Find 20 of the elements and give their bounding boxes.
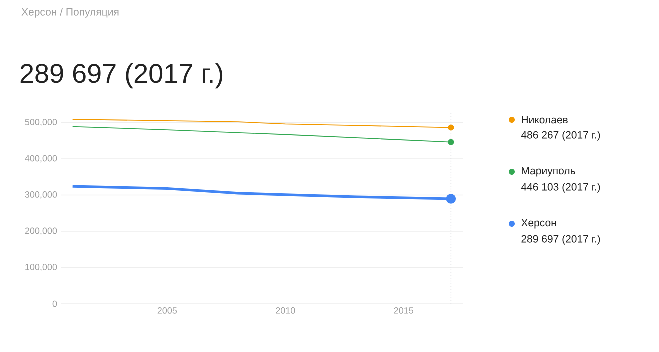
text: Херсон / Популяция bbox=[22, 8, 119, 18]
text: 289 697 (2017 г.) bbox=[522, 235, 600, 245]
legend-label: Николаев bbox=[522, 116, 568, 124]
text: 446 103 (2017 г.) bbox=[521, 183, 600, 193]
x-tick-label: 2010 bbox=[276, 308, 296, 314]
x-tick-label: 2005 bbox=[158, 308, 178, 314]
point bbox=[448, 124, 454, 131]
y-tick-label: 200,000 bbox=[25, 228, 58, 236]
point bbox=[446, 194, 456, 204]
legend-label: Херсон bbox=[521, 219, 556, 229]
y-tick-label: 400,000 bbox=[25, 155, 58, 163]
x-tick-label: 2015 bbox=[394, 308, 414, 314]
y-tick-label: 300,000 bbox=[25, 192, 58, 199]
y-tick-label: 500,000 bbox=[25, 119, 58, 127]
text: 486 267 (2017 г.) bbox=[521, 131, 600, 141]
legend-label: Мариуполь bbox=[522, 167, 576, 177]
y-tick-label: 0 bbox=[52, 300, 58, 308]
point bbox=[448, 139, 454, 146]
y-tick-label: 100,000 bbox=[26, 264, 58, 272]
chart-title: 289 697 (2017 г.) bbox=[20, 63, 223, 89]
